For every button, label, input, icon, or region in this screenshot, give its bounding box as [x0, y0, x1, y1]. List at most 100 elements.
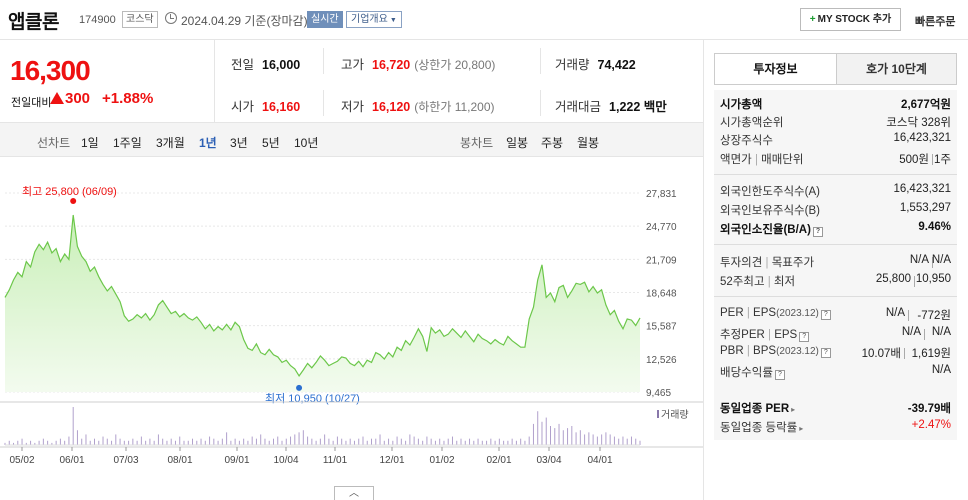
- add-my-stock-button[interactable]: + MY STOCK 추가: [800, 8, 901, 31]
- expand-chart-button[interactable]: ︿: [334, 486, 374, 500]
- tab-1w[interactable]: 1주일: [113, 136, 142, 150]
- unit-value: 1주: [934, 154, 951, 166]
- divider: [904, 348, 905, 359]
- row-52week: 52주최고 | 최저 25,800 10,950: [720, 273, 951, 291]
- row-par-unit: 액면가 | 매매단위 500원 1주: [720, 151, 951, 169]
- tab-1y[interactable]: 1년: [199, 136, 217, 150]
- volume-legend-swatch: [657, 410, 659, 418]
- y-tick-label: 12,526: [646, 355, 677, 366]
- price-line: [4, 214, 641, 377]
- quick-order-button[interactable]: 빠른주문: [915, 16, 956, 28]
- row-industry-per[interactable]: 동일업종 PER ▸ -39.79배: [720, 400, 951, 418]
- row-industry-rate[interactable]: 동일업종 등락률 ▸ +2.47%: [720, 419, 951, 437]
- eps-value: -772원: [917, 310, 951, 322]
- stock-code: 174900: [79, 14, 116, 26]
- realtime-button[interactable]: 실시간: [307, 11, 343, 28]
- divider: [914, 276, 915, 287]
- x-tick-label: 11/01: [323, 455, 348, 466]
- x-tick-label: 05/02: [9, 455, 34, 466]
- help-icon[interactable]: ?: [812, 227, 823, 237]
- tab-5y[interactable]: 5년: [262, 136, 280, 150]
- stat-high: 고가 16,720 (상한가 20,800): [341, 54, 495, 73]
- foreign-hold-value: 1,553,297: [899, 202, 951, 214]
- change-percent: +1.88%: [102, 90, 154, 107]
- x-tick-label: 01/02: [429, 455, 454, 466]
- divider: [924, 329, 925, 340]
- stat-prev-value: 16,000: [262, 58, 301, 72]
- row-foreign-ratio: 외국인소진율(B/A)? 9.46%: [720, 221, 951, 239]
- unit-label: 매매단위: [761, 154, 804, 166]
- market-cap-label: 시가총액: [720, 99, 763, 111]
- price-chart[interactable]: 27,831 24,770 21,709 18,648 15,587 12,526 9,46…: [0, 157, 703, 500]
- x-tick-label: 04/01: [587, 455, 612, 466]
- foreign-ratio-value: 9.46%: [918, 221, 951, 233]
- row-est-per: 추정PER | EPS? N/A N/A: [720, 326, 951, 344]
- help-icon[interactable]: ?: [774, 370, 785, 380]
- panel-tabs: 투자정보 호가 10단계: [714, 53, 957, 85]
- week52-high-label: 52주최고: [720, 276, 765, 288]
- price-area: [5, 215, 640, 392]
- tab-1d[interactable]: 1일: [81, 136, 99, 150]
- est-per-value: N/A: [901, 326, 921, 338]
- par-unit-label: 액면가 | 매매단위: [720, 154, 804, 166]
- help-icon[interactable]: ?: [799, 332, 810, 342]
- stat-volume: 거래량 74,422: [555, 54, 636, 73]
- stock-header: 앱클론 174900 코스닥 2024.04.29 기준(장마감) 실시간 기업…: [0, 0, 968, 40]
- high-label: 최고 25,800 (06/09): [22, 185, 117, 198]
- line-chart-tab[interactable]: 선차트: [37, 136, 71, 150]
- industry-per-value: -39.79배: [907, 403, 951, 415]
- foreign-hold-label: 외국인보유주식수(B): [720, 205, 820, 217]
- current-price: 16,300: [10, 55, 91, 86]
- target-value: N/A: [931, 254, 951, 266]
- foreign-limit-label: 외국인한도주식수(A): [720, 186, 820, 198]
- x-tick-label: 08/01: [167, 455, 192, 466]
- x-tick-label: 12/01: [379, 455, 404, 466]
- stat-volume-value: 74,422: [597, 58, 636, 72]
- divider: [932, 154, 933, 165]
- chevron-down-icon: ▼: [389, 17, 397, 24]
- target-label: 목표주가: [771, 257, 815, 269]
- x-tick-label: 10/04: [273, 455, 298, 466]
- low-marker: [296, 384, 303, 391]
- stat-open: 시가 16,160: [231, 96, 300, 115]
- stat-amount-value: 1,222 백만: [609, 100, 667, 114]
- tab-10y[interactable]: 10년: [294, 136, 319, 150]
- row-dividend: 배당수익률? N/A: [720, 364, 951, 382]
- clock-icon: [165, 12, 177, 24]
- row-shares: 상장주식수 16,423,321: [720, 132, 951, 150]
- tab-3y[interactable]: 3년: [230, 136, 248, 150]
- industry-rate-text: 동일업종 등락률: [720, 422, 798, 434]
- shares-value: 16,423,321: [893, 132, 951, 144]
- tab-investment-info[interactable]: 투자정보: [715, 54, 836, 84]
- company-overview-dropdown[interactable]: 기업개요 ▼: [346, 11, 402, 28]
- row-market-cap: 시가총액 2,677억원: [720, 96, 951, 114]
- est-eps-label: EPS: [774, 329, 798, 341]
- tab-weekly[interactable]: 주봉: [541, 136, 564, 150]
- divider: [908, 310, 909, 321]
- stat-divider: [323, 90, 324, 116]
- dividend-text: 배당수익률: [720, 367, 773, 379]
- eps-label: EPS: [753, 307, 777, 319]
- stat-amount-label: 거래대금: [555, 100, 602, 114]
- market-cap-value: 2,677억원: [901, 99, 951, 111]
- help-icon[interactable]: ?: [820, 348, 831, 358]
- help-icon[interactable]: ?: [820, 310, 831, 320]
- shares-label: 상장주식수: [720, 135, 773, 147]
- tab-monthly[interactable]: 월봉: [577, 136, 600, 150]
- add-my-stock-label: MY STOCK 추가: [817, 14, 892, 25]
- candle-chart-tab[interactable]: 봉차트: [460, 136, 494, 150]
- foreign-ratio-label: 외국인소진율(B/A)?: [720, 221, 823, 237]
- tab-daily[interactable]: 일봉: [506, 136, 529, 150]
- tab-3m[interactable]: 3개월: [156, 136, 185, 150]
- tab-order-book[interactable]: 호가 10단계: [836, 54, 956, 84]
- stat-divider: [540, 90, 541, 116]
- week52-high-value: 25,800: [875, 273, 911, 285]
- opinion-value: N/A: [909, 254, 929, 266]
- bps-label: BPS: [753, 345, 777, 357]
- chevron-up-icon: ︿: [349, 488, 359, 499]
- row-foreign-hold: 외국인보유주식수(B) 1,553,297: [720, 202, 951, 220]
- section-divider: [714, 174, 957, 175]
- base-date: 2024.04.29 기준(장마감): [181, 14, 308, 28]
- opinion-label: 투자의견: [720, 257, 763, 269]
- section-divider: [714, 296, 957, 297]
